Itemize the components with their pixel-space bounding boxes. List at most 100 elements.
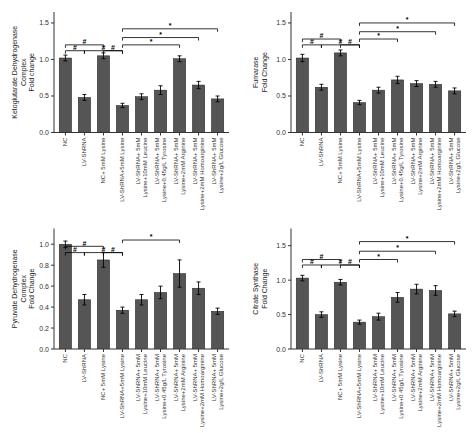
x-tick-label: LV-ShRNA+ 5mMLysine+2mM Homoarginine — [192, 137, 205, 211]
x-tick-label: LV-ShRNA+ 5mMLysine+0.45g/L Tyrosine — [154, 137, 167, 202]
significance-label: * — [396, 244, 399, 251]
x-tick — [198, 349, 199, 352]
x-tick-label: LV-ShRNA — [318, 354, 324, 383]
significance-bracket — [302, 39, 340, 42]
panel: 0.00.51.01.5Ketoglutarate DehydrogenaseC… — [11, 12, 229, 210]
bar — [296, 58, 308, 132]
x-tick-label: NC — [299, 353, 305, 362]
significance-label: # — [102, 246, 106, 253]
x-tick — [378, 349, 379, 352]
y-axis: 0.00.51.01.5 — [276, 19, 291, 136]
error-bar — [434, 81, 438, 87]
figure: 0.00.51.01.5Ketoglutarate DehydrogenaseC… — [0, 0, 474, 433]
significance-label: # — [82, 38, 86, 45]
error-bar — [300, 275, 304, 281]
error-bar — [197, 81, 201, 88]
error-bar — [377, 87, 381, 93]
panel: 0.00.51.01.5Citrate SynthaseFold ChangeN… — [252, 229, 466, 427]
x-axis: NCLV-ShRNANC+ 5mM LysineLV-ShRNA+5mM Lys… — [62, 349, 224, 427]
x-tick — [65, 133, 66, 136]
x-tick — [435, 349, 436, 352]
significance-bracket — [122, 38, 198, 41]
x-tick — [84, 349, 85, 352]
bar — [116, 105, 128, 132]
significance-label: * — [377, 253, 380, 260]
significance-label: * — [159, 31, 162, 38]
significance-bracket — [321, 265, 359, 268]
y-tick-label: 0.5 — [276, 311, 286, 318]
significance-label: * — [396, 25, 399, 32]
bar — [391, 297, 403, 349]
error-bar — [120, 307, 124, 313]
significance-bracket — [65, 45, 103, 48]
y-tick-label: 1.0 — [39, 241, 49, 248]
x-tick-label: LV-ShRNA+ 5mMLysine+0.45g/L Tyrosine — [391, 137, 404, 202]
x-tick — [321, 133, 322, 136]
y-tick-label: 0.5 — [276, 92, 286, 99]
x-tick-label: LV-ShRNA+5mM Lysine — [356, 137, 362, 202]
error-bar — [338, 279, 342, 285]
significance-label: # — [348, 258, 352, 265]
x-tick — [160, 133, 161, 136]
error-bar — [82, 295, 86, 305]
x-tick-label: LV-ShRNA+ 5mMLysine+2g/L Glucose — [211, 137, 224, 193]
bar — [296, 278, 308, 349]
significance-bracket — [65, 246, 103, 249]
error-bar — [300, 54, 304, 61]
bar — [78, 300, 90, 349]
bar — [448, 314, 460, 349]
y-tick-label: 0.2 — [39, 325, 49, 332]
y-axis-line — [291, 12, 292, 133]
y-tick-label: 0.6 — [39, 283, 49, 290]
error-bar — [178, 56, 182, 62]
significance-bracket — [122, 45, 179, 48]
error-bar — [120, 103, 124, 107]
plot-area — [296, 275, 461, 349]
y-tick-label: 1.5 — [39, 19, 49, 26]
x-tick — [397, 133, 398, 136]
x-tick-label: LV-ShRNA+5mM Lysine — [119, 353, 125, 418]
bar — [154, 90, 166, 132]
brackets: ####*** — [65, 22, 217, 54]
x-tick-label: NC+ 5mM Lysine — [337, 137, 343, 184]
error-bar — [396, 76, 400, 83]
bar — [211, 99, 223, 133]
bar — [372, 317, 384, 349]
x-tick — [359, 349, 360, 352]
x-tick — [217, 133, 218, 136]
x-tick — [122, 349, 123, 352]
y-axis: 0.00.51.01.5 — [276, 242, 291, 352]
y-axis-label: Pyruvate DehydrogenaseComplexFold Change — [11, 249, 36, 328]
significance-label: * — [406, 16, 409, 23]
y-tick-label: 1.0 — [39, 56, 49, 63]
brackets: ####* — [65, 233, 179, 255]
error-bar — [178, 260, 182, 287]
bar — [192, 288, 204, 349]
error-bar — [338, 50, 342, 56]
significance-label: # — [348, 38, 352, 45]
error-bar — [319, 84, 323, 90]
y-tick-label: 0.5 — [39, 92, 49, 99]
x-tick — [302, 133, 303, 136]
x-tick-label: LV-ShRNA+5mM Lysine — [356, 353, 362, 418]
y-axis: 0.00.20.40.60.81.0 — [39, 241, 54, 353]
y-axis-label: FumaraseFold Change — [252, 52, 269, 92]
plot-area — [59, 241, 224, 349]
bar — [391, 80, 403, 133]
significance-label: * — [169, 22, 172, 29]
brackets: ####*** — [302, 235, 454, 268]
bar — [97, 260, 109, 349]
x-tick — [302, 349, 303, 352]
x-tick — [340, 133, 341, 136]
x-tick-label: LV-ShRNA+ 5mMLysine+2mM Arginine — [410, 137, 423, 195]
bar — [429, 84, 441, 132]
error-bar — [216, 308, 220, 314]
bar — [97, 56, 109, 133]
x-tick — [84, 133, 85, 136]
x-tick-label: NC — [62, 353, 68, 362]
bar — [315, 315, 327, 349]
bar — [429, 290, 441, 349]
significance-bracket — [359, 39, 397, 42]
significance-label: # — [339, 258, 343, 265]
x-tick — [160, 349, 161, 352]
